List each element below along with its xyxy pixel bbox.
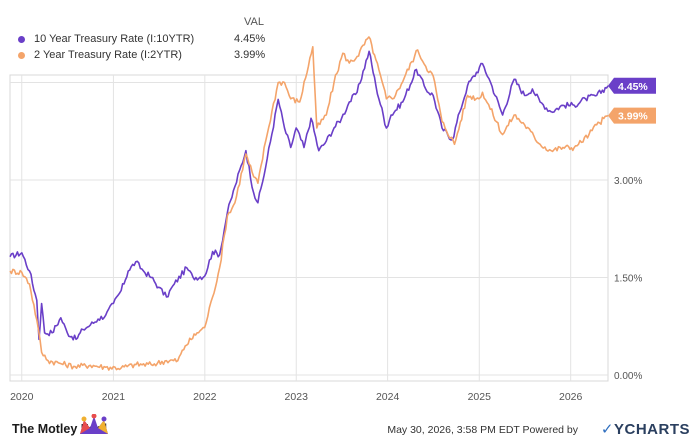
legend-item-value: 3.99% <box>234 49 266 61</box>
brand-footer: The Motley Fool <box>10 414 210 440</box>
legend-item-10y: 10 Year Treasury Rate (I:10YTR) 4.45% <box>14 32 314 48</box>
legend-item-label: 10 Year Treasury Rate (I:10YTR) <box>34 33 195 45</box>
last-value-badges: 4.45% 3.99% <box>608 77 656 124</box>
legend-item-2y: 2 Year Treasury Rate (I:2YTR) 3.99% <box>14 48 314 64</box>
last-value-label: 4.45% <box>618 81 648 93</box>
legend-dot-icon <box>18 52 25 59</box>
last-value-label: 3.99% <box>618 111 648 123</box>
legend-value-header: VAL <box>244 16 264 28</box>
x-tick-label: 2022 <box>193 391 217 403</box>
plot-frame <box>9 74 609 382</box>
x-tick-label: 2020 <box>10 391 34 403</box>
x-tick-label: 2025 <box>468 391 492 403</box>
series-line-10y <box>9 50 609 341</box>
jester-hat-icon <box>80 414 108 434</box>
legend-item-value: 4.45% <box>234 33 266 45</box>
source-footer: May 30, 2026, 3:58 PM EDT Powered by ✓YC… <box>270 420 690 440</box>
y-tick-label: 1.50% <box>614 274 642 285</box>
y-tick-label: 0.00% <box>614 371 642 382</box>
x-axis-ticks: 2020 2021 2022 2023 2024 2025 2026 <box>10 391 582 403</box>
ycharts-logo-text: YCHARTS <box>613 421 690 438</box>
grid-lines <box>10 75 608 381</box>
last-value-badge <box>608 107 656 124</box>
legend-dot-icon <box>18 36 25 43</box>
x-tick-label: 2023 <box>285 391 309 403</box>
series-group <box>9 36 609 371</box>
last-value-badge <box>608 77 656 94</box>
y-axis-ticks: 0.00%1.50%3.00%4.50% <box>614 79 642 383</box>
legend-item-label: 2 Year Treasury Rate (I:2YTR) <box>34 49 182 61</box>
ycharts-logo: ✓YCHARTS <box>600 421 690 438</box>
x-tick-label: 2021 <box>102 391 126 403</box>
y-tick-label: 3.00% <box>614 176 642 187</box>
timestamp: May 30, 2026, 3:58 PM EDT Powered by <box>387 424 578 436</box>
x-tick-label: 2026 <box>559 391 583 403</box>
series-line-2y <box>9 36 609 371</box>
x-tick-label: 2024 <box>376 391 400 403</box>
